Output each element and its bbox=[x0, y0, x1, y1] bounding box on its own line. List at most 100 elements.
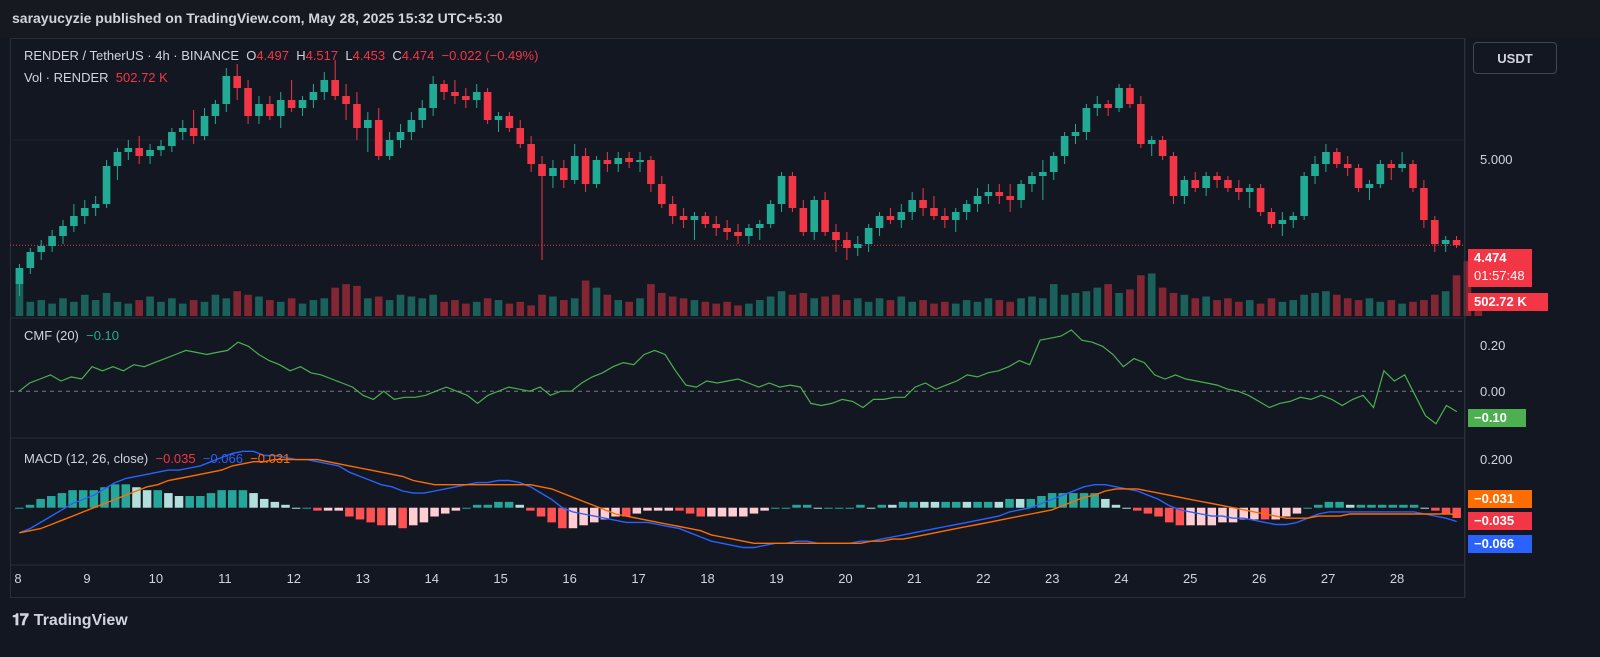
macd-hist-bar bbox=[377, 507, 386, 526]
volume-bar bbox=[679, 298, 688, 316]
macd-hist-bar bbox=[217, 490, 226, 508]
macd-hist-bar bbox=[323, 507, 333, 511]
time-axis-label: 21 bbox=[907, 571, 922, 586]
cmf-axis-000: 0.00 bbox=[1480, 384, 1506, 399]
volume-bar bbox=[385, 300, 394, 316]
candle-body bbox=[919, 200, 927, 208]
volume-bar bbox=[951, 303, 960, 316]
price-legend: RENDER / TetherUS · 4h · BINANCE O4.497 … bbox=[24, 48, 538, 63]
candle-body bbox=[1343, 164, 1352, 168]
time-axis-label: 8 bbox=[14, 571, 22, 586]
macd-hist-bar bbox=[728, 507, 737, 517]
candle-body bbox=[407, 120, 416, 132]
volume-bar bbox=[897, 296, 906, 316]
volume-bar bbox=[864, 301, 873, 316]
volume-bar bbox=[135, 300, 144, 316]
cmf-tag-value: −0.10 bbox=[1474, 410, 1507, 425]
time-axis-label: 13 bbox=[355, 571, 370, 586]
volume-bar bbox=[70, 301, 78, 316]
volume-bar bbox=[331, 287, 339, 316]
candle-body bbox=[37, 246, 46, 252]
macd-hist-bar bbox=[781, 507, 791, 509]
macd-signal-value: −0.031 bbox=[250, 451, 291, 466]
time-axis-label: 9 bbox=[83, 571, 91, 586]
candle-body bbox=[984, 192, 993, 196]
volume-bar bbox=[374, 296, 383, 316]
macd-hist-bar bbox=[313, 507, 322, 511]
candle-body bbox=[853, 244, 862, 248]
macd-hist-bar bbox=[206, 493, 216, 508]
candle-body bbox=[810, 200, 819, 232]
price-tag-value: 4.474 bbox=[1474, 250, 1507, 265]
volume-bar bbox=[233, 291, 241, 316]
cmf-tag: −0.10 bbox=[1468, 409, 1526, 427]
candle-body bbox=[189, 128, 198, 136]
volume-bar bbox=[1343, 298, 1352, 316]
macd-hist-bar bbox=[664, 507, 674, 511]
macd-hist-bar bbox=[1377, 504, 1387, 508]
macd-hist-bar bbox=[1058, 493, 1067, 508]
macd-label[interactable]: MACD (12, 26, close) bbox=[24, 451, 149, 466]
macd-hist-bar bbox=[1175, 507, 1185, 526]
macd-hist-bar bbox=[621, 507, 631, 517]
volume-tag: 502.72 K bbox=[1468, 293, 1548, 311]
candle-body bbox=[962, 204, 971, 212]
macd-histogram bbox=[15, 484, 1461, 529]
volume-bar bbox=[570, 298, 579, 316]
time-axis-label: 15 bbox=[493, 571, 508, 586]
macd-hist-bar bbox=[1069, 493, 1078, 508]
macd-hist-bar bbox=[1026, 498, 1036, 508]
volume-bar bbox=[222, 298, 231, 316]
macd-hist-bar bbox=[1441, 507, 1451, 514]
volume-bar bbox=[146, 296, 154, 316]
macd-hist-bar bbox=[25, 504, 35, 508]
candle-body bbox=[1278, 220, 1287, 224]
cmf-label[interactable]: CMF (20) bbox=[24, 328, 79, 343]
candle-body bbox=[1322, 152, 1330, 164]
currency-button[interactable]: USDT bbox=[1473, 42, 1557, 74]
volume-bar bbox=[657, 292, 666, 316]
candle-body bbox=[941, 216, 949, 220]
macd-hist-bar bbox=[1079, 493, 1089, 508]
macd-hist-bar bbox=[398, 507, 407, 529]
macd-hist-bar bbox=[1133, 507, 1142, 511]
volume-bar bbox=[886, 300, 895, 316]
volume-bar bbox=[276, 301, 285, 316]
candle-body bbox=[657, 184, 666, 204]
macd-hist-bar bbox=[1345, 504, 1355, 508]
volume-bar bbox=[603, 294, 612, 316]
macd-hist-bar bbox=[653, 507, 663, 511]
candle-body bbox=[951, 212, 960, 220]
macd-hist-bar bbox=[994, 501, 1004, 508]
candle-body bbox=[930, 208, 938, 216]
candle-body bbox=[1039, 172, 1047, 176]
macd-hist-bar bbox=[89, 490, 99, 508]
volume-bar bbox=[407, 296, 416, 316]
time-axis-label: 26 bbox=[1251, 571, 1267, 586]
volume-bar bbox=[875, 298, 884, 316]
candle-body bbox=[559, 168, 568, 180]
candle-body bbox=[1289, 216, 1298, 220]
macd-hist-bar bbox=[834, 507, 844, 509]
macd-hist-bar bbox=[632, 507, 642, 514]
volume-bar bbox=[1191, 298, 1200, 316]
price-axis-5000: 5.000 bbox=[1480, 152, 1513, 167]
candle-body bbox=[864, 228, 873, 244]
candle-body bbox=[973, 196, 982, 204]
macd-hist-bar bbox=[760, 507, 769, 511]
macd-hist-bar bbox=[1143, 507, 1153, 514]
candle-body bbox=[59, 226, 67, 236]
macd-hist-bar bbox=[1090, 493, 1099, 508]
volume-bar bbox=[843, 300, 851, 316]
macd-hist-bar bbox=[1218, 507, 1227, 523]
candle-body bbox=[462, 96, 470, 100]
volume-label[interactable]: Vol · RENDER bbox=[24, 70, 109, 85]
symbol-label[interactable]: RENDER / TetherUS · 4h · BINANCE bbox=[24, 48, 240, 63]
macd-hist-bar bbox=[675, 507, 684, 511]
volume-bar bbox=[777, 291, 786, 316]
candle-body bbox=[1245, 188, 1254, 192]
candlesticks bbox=[15, 60, 1461, 296]
volume-bar bbox=[549, 296, 557, 316]
volume-bar bbox=[1452, 275, 1461, 316]
